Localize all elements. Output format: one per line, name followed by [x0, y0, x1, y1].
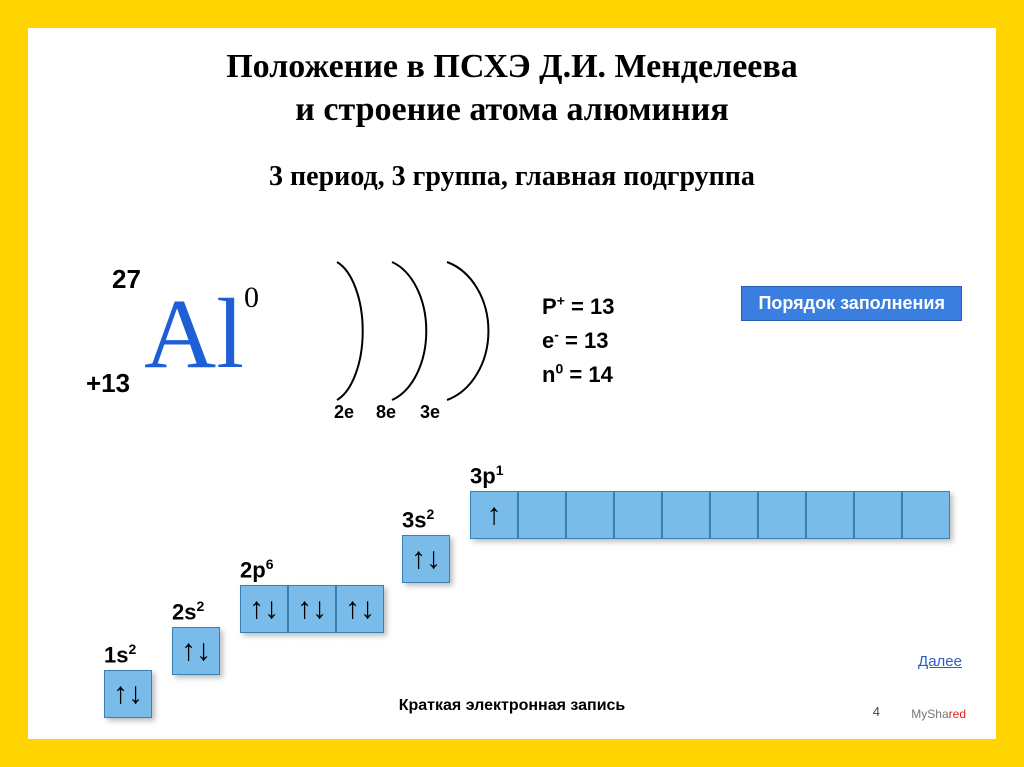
shell-label-1: 8e — [376, 402, 396, 423]
orbital-box — [614, 491, 662, 539]
title-line2: и строение атома алюминия — [28, 89, 996, 132]
slide-frame: Положение в ПСХЭ Д.И. Менделеева и строе… — [0, 0, 1024, 767]
watermark-red: red — [949, 707, 966, 721]
orbital-boxes: ↑↓ — [172, 627, 220, 675]
orbital-box: ↑↓ — [172, 627, 220, 675]
title-line1: Положение в ПСХЭ Д.И. Менделеева — [28, 46, 996, 89]
orbital-box: ↑↓ — [240, 585, 288, 633]
next-link[interactable]: Далее — [918, 653, 962, 670]
orbital-label: 1s2 — [104, 641, 152, 668]
watermark-plain: MySha — [911, 707, 948, 721]
page-number: 4 — [873, 704, 880, 719]
orbital-box: ↑↓ — [336, 585, 384, 633]
element-symbol-text: Al — [144, 278, 244, 389]
footer-label: Краткая электронная запись — [52, 697, 972, 715]
orbital-box — [662, 491, 710, 539]
orbital-label: 2s2 — [172, 598, 220, 625]
title: Положение в ПСХЭ Д.И. Менделеева и строе… — [28, 46, 996, 131]
orbital-boxes: ↑ — [470, 491, 950, 539]
electron-count: e- = 13 — [542, 324, 614, 358]
orbital-boxes: ↑↓↑↓↑↓ — [240, 585, 384, 633]
orbital-label: 3s2 — [402, 506, 450, 533]
orbital-3p: 3p1↑ — [470, 462, 950, 539]
orbital-3s: 3s2↑↓ — [402, 506, 450, 583]
orbital-box — [806, 491, 854, 539]
orbital-staircase: 1s2↑↓2s2↑↓2p6↑↓↑↓↑↓3s2↑↓3p1↑ — [82, 436, 964, 696]
orbital-box — [758, 491, 806, 539]
shell-label-2: 3e — [420, 402, 440, 423]
subtitle: 3 период, 3 группа, главная подгруппа — [28, 161, 996, 193]
electron-shells — [307, 254, 527, 404]
orbital-2p: 2p6↑↓↑↓↑↓ — [240, 556, 384, 633]
orbital-box: ↑ — [470, 491, 518, 539]
watermark: MyShared — [911, 707, 966, 721]
proton-count: P+ = 13 — [542, 290, 614, 324]
diagram-area: 27 +13 Al0 2e 8e 3e P+ = 13 e- = 13 — [52, 258, 972, 725]
orbital-label: 2p6 — [240, 556, 384, 583]
orbital-box — [518, 491, 566, 539]
atomic-number: +13 — [86, 368, 130, 399]
fill-order-badge[interactable]: Порядок заполнения — [741, 286, 962, 321]
orbital-box — [710, 491, 758, 539]
neutron-count: n0 = 14 — [542, 358, 614, 392]
orbital-2s: 2s2↑↓ — [172, 598, 220, 675]
orbital-box — [902, 491, 950, 539]
orbital-label: 3p1 — [470, 462, 950, 489]
atom-row: 27 +13 Al0 2e 8e 3e P+ = 13 e- = 13 — [52, 258, 972, 433]
orbital-boxes: ↑↓ — [402, 535, 450, 583]
mass-number: 27 — [112, 264, 141, 295]
shell-label-0: 2e — [334, 402, 354, 423]
orbital-box — [854, 491, 902, 539]
shells-svg — [307, 254, 527, 404]
particle-counts: P+ = 13 e- = 13 n0 = 14 — [542, 290, 614, 392]
element-symbol-sup: 0 — [244, 281, 259, 314]
orbital-box: ↑↓ — [288, 585, 336, 633]
element-symbol: Al0 — [144, 276, 259, 391]
orbital-box — [566, 491, 614, 539]
orbital-box: ↑↓ — [402, 535, 450, 583]
